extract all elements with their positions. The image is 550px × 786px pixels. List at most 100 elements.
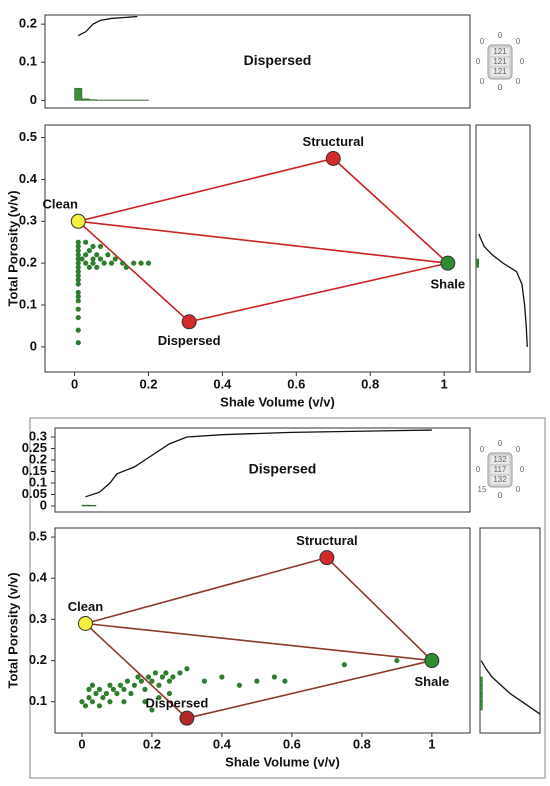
grid-neighbor-value: 0 — [498, 83, 503, 92]
data-point — [163, 670, 168, 675]
x-tick-label: 0.4 — [213, 736, 232, 751]
grid-neighbor-value: 0 — [516, 77, 521, 86]
histogram-bar — [480, 677, 482, 685]
grid-center-value: 121 — [493, 57, 507, 66]
endmember-node — [78, 617, 92, 631]
y-tick-label: 0.4 — [29, 570, 48, 585]
endmember-label: Dispersed — [158, 333, 221, 348]
y-tick-label: 0 — [30, 338, 37, 353]
cumulative-line — [481, 661, 540, 715]
data-point — [76, 340, 81, 345]
y-tick-label: 0.2 — [29, 652, 47, 667]
endmember-node — [71, 214, 85, 228]
data-point — [105, 252, 110, 257]
x-tick-label: 0.6 — [283, 736, 301, 751]
data-point — [76, 315, 81, 320]
grid-neighbor-value: 0 — [516, 485, 521, 494]
histogram-bar — [82, 99, 89, 101]
data-point — [132, 683, 137, 688]
data-point — [254, 679, 259, 684]
histogram-bar — [89, 505, 96, 506]
data-point — [107, 683, 112, 688]
x-tick-label: 0.8 — [353, 736, 371, 751]
grid-neighbor-value: 0 — [498, 439, 503, 448]
endmember-node — [425, 654, 439, 668]
data-point — [83, 703, 88, 708]
grid-neighbor-value: 0 — [476, 57, 481, 66]
data-point — [138, 261, 143, 266]
data-point — [114, 691, 119, 696]
endmember-label: Structural — [296, 533, 357, 548]
data-point — [118, 683, 123, 688]
histogram-bar — [480, 685, 482, 693]
y-tick-label: 0.5 — [29, 528, 47, 543]
grid-center-value: 132 — [493, 475, 507, 484]
endmember-label: Clean — [68, 599, 103, 614]
data-point — [83, 252, 88, 257]
data-point — [94, 252, 99, 257]
data-point — [113, 256, 118, 261]
endmember-label: Shale — [430, 277, 465, 292]
x-tick-label: 0.2 — [139, 376, 157, 391]
x-tick-label: 0 — [71, 376, 78, 391]
plot-frame — [476, 125, 530, 372]
grid-neighbor-value: 0 — [520, 57, 525, 66]
histogram-bar — [476, 259, 479, 263]
cumulative-line — [78, 17, 137, 36]
x-axis-label: Shale Volume (v/v) — [225, 754, 340, 769]
grid-neighbor-value: 0 — [480, 445, 485, 454]
data-point — [120, 261, 125, 266]
x-tick-label: 1 — [441, 376, 448, 391]
grid-center-value: 132 — [493, 455, 507, 464]
y-tick-label: 0.3 — [29, 428, 47, 443]
y-tick-label: 0.5 — [19, 129, 37, 144]
x-tick-label: 0.2 — [143, 736, 161, 751]
data-point — [93, 691, 98, 696]
data-point — [94, 265, 99, 270]
y-tick-label: 0.1 — [19, 296, 37, 311]
grid-center-value: 121 — [493, 67, 507, 76]
y-tick-label: 0.3 — [19, 213, 37, 228]
x-tick-label: 0 — [78, 736, 85, 751]
endmember-label: Shale — [415, 674, 450, 689]
data-point — [90, 683, 95, 688]
histogram-bar — [82, 505, 89, 506]
data-point — [128, 691, 133, 696]
model-edge — [85, 558, 326, 624]
model-edge — [187, 661, 432, 719]
data-point — [160, 674, 165, 679]
data-point — [142, 687, 147, 692]
data-point — [139, 679, 144, 684]
data-point — [131, 261, 136, 266]
model-edge — [78, 221, 448, 263]
x-tick-label: 1 — [428, 736, 435, 751]
data-point — [76, 277, 81, 282]
data-point — [156, 683, 161, 688]
data-point — [104, 691, 109, 696]
grid-neighbor-value: 0 — [516, 37, 521, 46]
x-axis-label: Shale Volume (v/v) — [220, 394, 335, 409]
data-point — [90, 244, 95, 249]
endmember-node — [326, 151, 340, 165]
model-edge — [189, 263, 448, 322]
data-point — [109, 261, 114, 266]
grid-neighbor-value: 0 — [476, 465, 481, 474]
data-point — [79, 256, 84, 261]
data-point — [107, 699, 112, 704]
data-point — [149, 679, 154, 684]
data-point — [87, 248, 92, 253]
grid-neighbor-value: 0 — [498, 31, 503, 40]
data-point — [167, 679, 172, 684]
data-point — [202, 679, 207, 684]
data-point — [97, 703, 102, 708]
data-point — [86, 695, 91, 700]
model-edge — [85, 624, 431, 661]
data-point — [121, 699, 126, 704]
histogram-bar — [480, 702, 482, 710]
histogram-bar — [480, 693, 482, 701]
endmember-node — [441, 256, 455, 270]
data-point — [76, 240, 81, 245]
data-point — [135, 674, 140, 679]
data-point — [111, 687, 116, 692]
data-point — [76, 294, 81, 299]
